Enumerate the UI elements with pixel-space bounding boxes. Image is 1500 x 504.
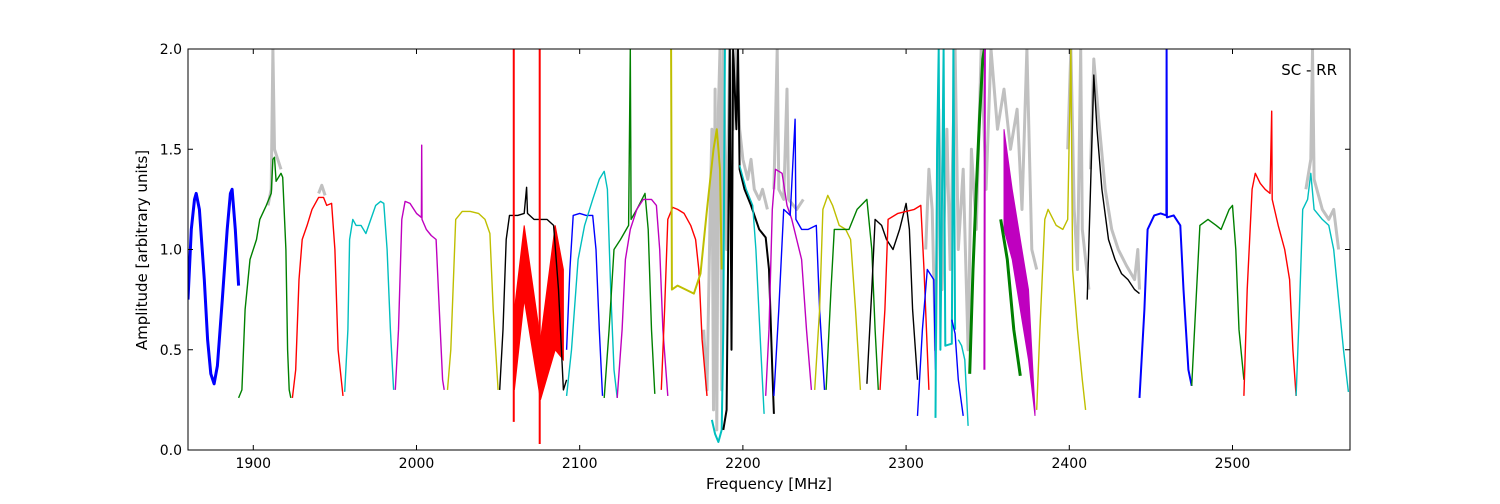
series-line	[773, 118, 826, 396]
y-tick-label: 2.0	[160, 42, 182, 58]
series-line	[188, 187, 241, 386]
series-line	[879, 204, 930, 390]
series-line	[934, 49, 957, 418]
axes: 1900 2000 2100 2200 2300 2400 2500 0.0 0.5 1.0 1.5…	[160, 42, 1351, 472]
y-tick-label: 0.5	[160, 343, 182, 359]
series-line	[446, 210, 499, 390]
series-line	[565, 212, 604, 396]
series-line	[1191, 204, 1245, 386]
y-tick-label: 1.5	[160, 142, 182, 158]
y-tick-label: 1.0	[160, 243, 182, 259]
series-line	[237, 156, 292, 399]
series-line	[825, 198, 879, 390]
series-line	[951, 319, 964, 416]
x-tick-label: 2000	[399, 456, 435, 472]
oscillation-band	[513, 225, 564, 401]
x-tick-label: 2300	[888, 456, 924, 472]
series-line	[291, 196, 344, 398]
series-line	[394, 144, 445, 391]
background-trace	[317, 183, 327, 196]
series-line	[565, 170, 618, 398]
x-tick-label: 2400	[1051, 456, 1087, 472]
series-line	[603, 49, 656, 398]
series-line	[814, 194, 862, 390]
series-line	[344, 200, 395, 392]
background-trace	[1304, 49, 1341, 250]
x-tick-label: 2200	[725, 456, 761, 472]
x-tick-label: 1900	[235, 456, 271, 472]
background-trace	[702, 49, 769, 432]
series-line	[999, 219, 1022, 377]
series-layer	[188, 49, 1350, 444]
series-line	[616, 198, 669, 398]
x-tick-label: 2500	[1215, 456, 1251, 472]
background-traces	[266, 49, 1341, 432]
series-line	[1138, 49, 1193, 398]
series-line	[957, 339, 969, 426]
series-line	[499, 186, 568, 391]
background-trace	[266, 49, 283, 206]
series-line	[710, 49, 726, 443]
x-axis-label: Frequency [MHz]	[706, 475, 832, 493]
series-line	[968, 49, 986, 374]
series-line	[738, 165, 765, 414]
series-line	[983, 49, 986, 370]
x-tick-label: 2100	[562, 456, 598, 472]
series-line	[916, 268, 937, 416]
plot-frame	[187, 48, 1351, 451]
series-line	[1086, 74, 1140, 300]
series-line	[1243, 110, 1297, 396]
series-line	[660, 206, 708, 396]
series-line	[1295, 172, 1350, 396]
series-line	[765, 168, 813, 396]
annotation: SC - RR	[1281, 61, 1337, 79]
series-line	[722, 49, 775, 431]
series-line	[1036, 49, 1087, 410]
y-axis-label: Amplitude [arbitrary units]	[133, 150, 151, 350]
oscillation-band	[1003, 129, 1036, 416]
band-layer	[513, 129, 1036, 416]
background-trace	[772, 49, 805, 211]
series-line	[866, 202, 919, 384]
series-line	[670, 49, 723, 295]
background-trace	[1089, 57, 1141, 290]
background-trace	[1066, 49, 1091, 290]
y-tick-label: 0.0	[160, 443, 182, 459]
